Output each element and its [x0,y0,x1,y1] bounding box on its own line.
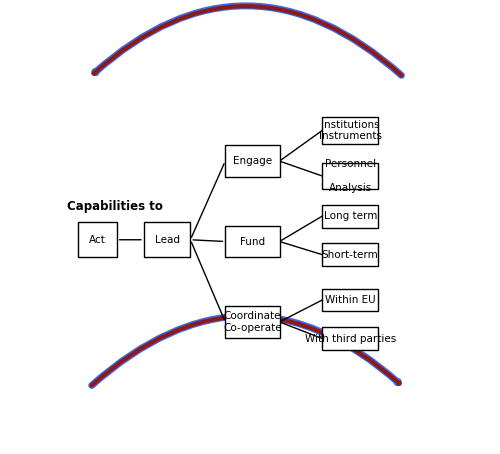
FancyBboxPatch shape [225,306,280,338]
FancyBboxPatch shape [144,222,190,257]
Text: Act: Act [89,235,106,245]
FancyBboxPatch shape [225,226,280,257]
Text: Capabilities to: Capabilities to [67,200,163,213]
FancyBboxPatch shape [322,289,378,311]
Text: Coordinate
Co-operate: Coordinate Co-operate [223,311,282,333]
Text: Fund: Fund [240,237,265,247]
FancyBboxPatch shape [322,243,378,266]
FancyBboxPatch shape [78,222,117,257]
FancyBboxPatch shape [322,327,378,350]
FancyBboxPatch shape [322,205,378,227]
Text: Engage: Engage [233,156,272,166]
Text: With third parties: With third parties [304,334,396,344]
Text: Within EU: Within EU [325,295,376,305]
Text: Long term: Long term [324,211,377,221]
Text: Short-term: Short-term [322,250,378,260]
FancyBboxPatch shape [225,145,280,177]
Text: Institutions
Instruments: Institutions Instruments [318,120,382,141]
FancyBboxPatch shape [322,163,378,189]
FancyBboxPatch shape [322,118,378,143]
Text: Lead: Lead [154,235,180,245]
Text: Personnel

Analysis: Personnel Analysis [324,159,376,192]
